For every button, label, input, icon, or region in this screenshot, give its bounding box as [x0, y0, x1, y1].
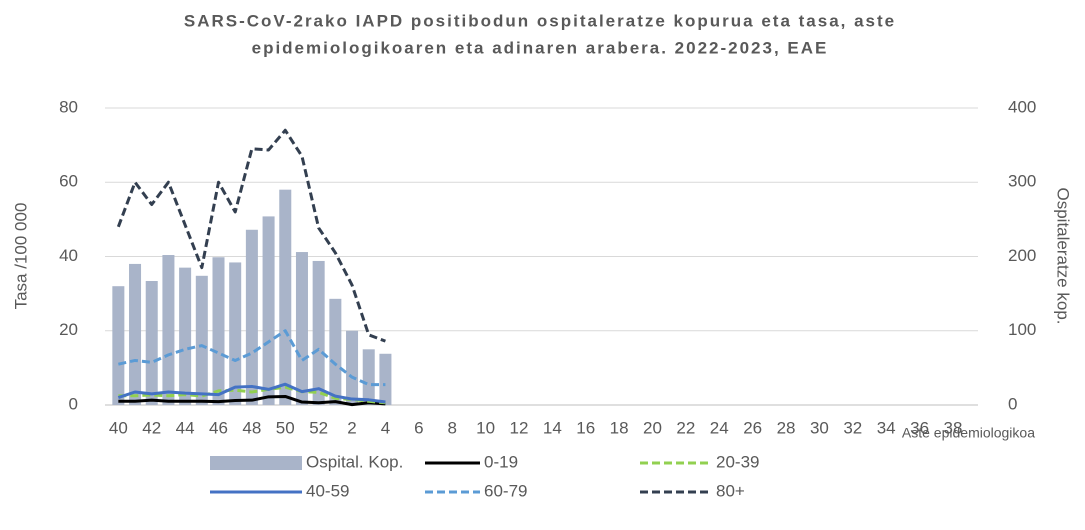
- x-tick-label: 36: [910, 418, 929, 437]
- bar: [329, 298, 342, 405]
- bar: [379, 353, 392, 405]
- x-tick-label: 2: [347, 418, 356, 437]
- bar: [279, 189, 292, 405]
- y-tick-label: 0: [69, 394, 78, 413]
- x-tick-label: 4: [381, 418, 390, 437]
- x-tick-label: 24: [710, 418, 729, 437]
- legend-swatch: [210, 456, 302, 470]
- line-series: [117, 382, 386, 404]
- y2-tick-label: 0: [1008, 394, 1017, 413]
- bar: [295, 252, 308, 405]
- x-tick-label: 42: [142, 418, 161, 437]
- x-tick-label: 20: [643, 418, 662, 437]
- x-tick-label: 46: [209, 418, 228, 437]
- x-tick-label: 22: [676, 418, 695, 437]
- bar: [112, 286, 125, 405]
- bar: [212, 257, 225, 405]
- bar: [346, 330, 359, 405]
- legend-label: 80+: [716, 481, 745, 500]
- chart-title: SARS-CoV-2rako IAPD positibodun ospitale…: [184, 11, 896, 30]
- y2-tick-label: 100: [1008, 320, 1036, 339]
- x-tick-label: 44: [176, 418, 195, 437]
- bar: [162, 255, 175, 405]
- x-tick-label: 50: [276, 418, 295, 437]
- x-tick-label: 40: [109, 418, 128, 437]
- x-axis-title: Aste epidemiologikoa: [902, 425, 1035, 441]
- bar: [129, 263, 142, 405]
- y2-tick-label: 200: [1008, 246, 1036, 265]
- x-tick-label: 26: [743, 418, 762, 437]
- x-tick-label: 18: [610, 418, 629, 437]
- legend-label: 40-59: [306, 481, 349, 500]
- chart-title: epidemiologikoaren eta adinaren arabera.…: [252, 38, 829, 57]
- x-tick-label: 12: [510, 418, 529, 437]
- line-series: [118, 385, 386, 405]
- legend-label: 20-39: [716, 452, 759, 471]
- x-tick-label: 16: [576, 418, 595, 437]
- bar: [179, 267, 192, 405]
- legend-label: Ospital. Kop.: [306, 452, 403, 471]
- y-tick-label: 20: [59, 320, 78, 339]
- x-tick-label: 28: [777, 418, 796, 437]
- line-series: [118, 329, 386, 387]
- x-tick-label: 38: [944, 418, 963, 437]
- bar: [145, 281, 158, 405]
- bar: [312, 260, 325, 405]
- y-tick-label: 80: [59, 97, 78, 116]
- y2-tick-label: 300: [1008, 172, 1036, 191]
- x-tick-label: 32: [843, 418, 862, 437]
- bar: [195, 275, 208, 405]
- y-axis-title: Tasa /100 000: [11, 203, 30, 310]
- legend-label: 60-79: [484, 481, 527, 500]
- y2-tick-label: 400: [1008, 97, 1036, 116]
- bar: [229, 262, 242, 405]
- line-series: [116, 128, 386, 343]
- x-tick-label: 6: [414, 418, 423, 437]
- legend-label: 0-19: [484, 452, 518, 471]
- x-tick-label: 30: [810, 418, 829, 437]
- x-tick-label: 34: [877, 418, 896, 437]
- x-tick-label: 52: [309, 418, 328, 437]
- y-tick-label: 40: [59, 246, 78, 265]
- y-tick-label: 60: [59, 172, 78, 191]
- line-series: [118, 394, 386, 407]
- x-tick-label: 8: [447, 418, 456, 437]
- x-tick-label: 48: [242, 418, 261, 437]
- bar: [245, 229, 258, 405]
- bar: [362, 349, 375, 405]
- x-tick-label: 14: [543, 418, 562, 437]
- x-tick-label: 10: [476, 418, 495, 437]
- y2-axis-title: Ospitaleratze kop.: [1054, 187, 1073, 324]
- bar: [262, 216, 275, 405]
